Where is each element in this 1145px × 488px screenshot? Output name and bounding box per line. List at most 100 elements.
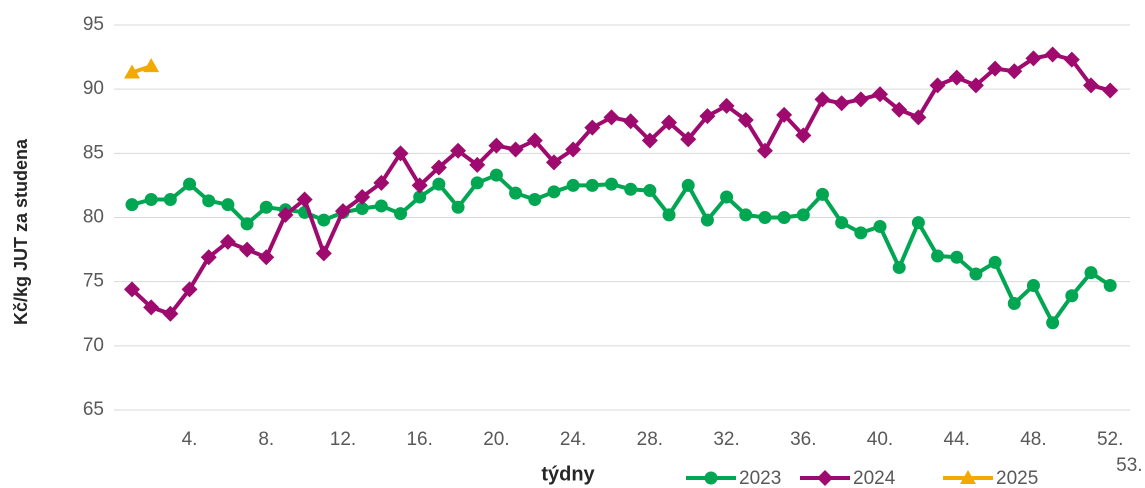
- marker: [163, 193, 177, 207]
- legend-label: 2024: [853, 468, 896, 488]
- marker: [374, 199, 388, 213]
- marker: [662, 208, 676, 222]
- marker: [643, 184, 657, 198]
- marker: [315, 245, 332, 262]
- y-tick-label: 95: [83, 14, 104, 35]
- marker: [680, 131, 697, 148]
- marker: [528, 193, 542, 207]
- marker: [354, 188, 371, 205]
- x-tick-label: 12.: [330, 429, 356, 450]
- x-axis-label: týdny: [541, 463, 595, 485]
- marker: [585, 178, 599, 192]
- marker: [911, 216, 925, 230]
- marker: [258, 249, 275, 266]
- marker: [777, 211, 791, 224]
- marker: [661, 114, 678, 131]
- x-tick-label: 32.: [713, 429, 739, 450]
- x-tick-label: 53.: [1116, 455, 1142, 476]
- marker: [1026, 279, 1040, 293]
- legend-item: 2025: [943, 468, 1038, 488]
- marker: [507, 141, 524, 158]
- marker: [219, 233, 236, 250]
- marker: [852, 91, 869, 108]
- marker: [183, 177, 197, 191]
- marker: [641, 132, 658, 149]
- marker: [681, 178, 695, 192]
- marker: [605, 177, 618, 191]
- series-line: [130, 52, 1111, 316]
- marker: [704, 471, 718, 485]
- marker: [547, 185, 561, 199]
- y-axis-label: Kč/kg JUT za studena: [11, 138, 31, 325]
- marker: [413, 190, 427, 204]
- marker: [988, 255, 1002, 269]
- x-tick-label: 4.: [182, 429, 198, 450]
- marker: [699, 108, 716, 125]
- marker: [469, 156, 486, 173]
- marker: [259, 200, 273, 214]
- marker: [296, 191, 313, 208]
- marker: [718, 97, 735, 114]
- marker: [756, 142, 773, 159]
- marker: [124, 281, 140, 298]
- marker: [1102, 82, 1119, 99]
- marker: [950, 250, 964, 264]
- marker: [910, 109, 927, 126]
- legend-label: 2023: [739, 468, 781, 488]
- marker: [545, 154, 562, 171]
- marker: [202, 194, 216, 208]
- marker: [929, 77, 946, 94]
- marker: [960, 470, 976, 484]
- marker: [720, 190, 734, 204]
- x-tick-label: 20.: [483, 429, 509, 450]
- x-tick-label: 16.: [406, 429, 432, 450]
- marker: [489, 168, 503, 182]
- y-tick-label: 70: [83, 335, 104, 356]
- x-tick-label: 48.: [1020, 429, 1046, 450]
- marker: [873, 219, 887, 233]
- x-tick-label: 40.: [867, 429, 893, 450]
- x-tick-label: 24.: [560, 429, 586, 450]
- marker: [967, 77, 984, 94]
- marker: [603, 109, 620, 126]
- marker: [814, 91, 831, 108]
- x-tick-label: 8.: [258, 429, 274, 450]
- marker: [373, 174, 390, 191]
- marker: [162, 305, 179, 322]
- marker: [239, 241, 256, 258]
- legend-item: 2023: [686, 468, 781, 488]
- marker: [1084, 266, 1098, 280]
- x-tick-label: 36.: [790, 429, 816, 450]
- marker: [892, 261, 906, 275]
- marker: [758, 211, 772, 224]
- marker: [143, 58, 160, 73]
- marker: [622, 113, 639, 130]
- marker: [948, 69, 965, 86]
- marker: [411, 177, 428, 194]
- marker: [1006, 63, 1023, 80]
- marker: [584, 119, 601, 136]
- marker: [835, 216, 849, 230]
- marker: [566, 178, 580, 192]
- marker: [430, 159, 447, 176]
- x-tick-label: 28.: [637, 429, 663, 450]
- marker: [796, 208, 810, 222]
- y-tick-label: 80: [83, 207, 104, 228]
- marker: [891, 101, 908, 118]
- marker: [776, 106, 793, 123]
- marker: [526, 132, 543, 149]
- marker: [969, 267, 983, 281]
- marker: [450, 142, 467, 159]
- marker: [833, 95, 850, 112]
- marker: [872, 86, 889, 103]
- marker: [240, 217, 254, 231]
- y-tick-label: 65: [83, 399, 104, 420]
- marker: [795, 127, 812, 144]
- marker: [125, 198, 139, 212]
- marker: [488, 137, 505, 154]
- marker: [1046, 316, 1060, 330]
- marker: [1103, 279, 1117, 293]
- marker: [355, 202, 369, 216]
